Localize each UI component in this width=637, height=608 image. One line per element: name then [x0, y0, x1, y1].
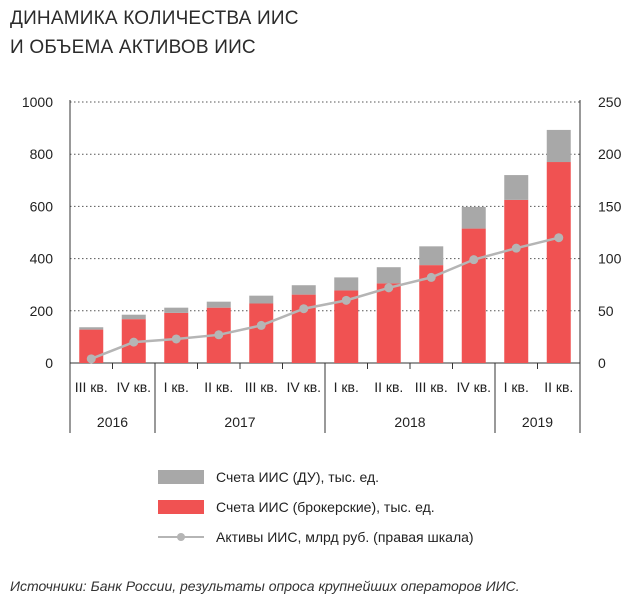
- x-tick-label: I кв.: [164, 379, 189, 395]
- bar-du: [461, 206, 486, 229]
- legend-item-assets: Активы ИИС, млрд руб. (правая шкала): [158, 522, 474, 552]
- chart-plot: 0 200 400 600 800 1000 0 50 100 150 200 250 III кв. I…: [22, 94, 622, 433]
- bar-du: [79, 327, 104, 330]
- bar-du: [249, 295, 274, 304]
- x-year-label: 2016: [97, 414, 128, 430]
- y-right-tick-label: 50: [598, 303, 614, 319]
- bar-du: [504, 175, 529, 200]
- chart-source-note: Источники: Банк России, результаты опрос…: [10, 578, 520, 594]
- x-tick-label: IV кв.: [456, 379, 491, 395]
- bar-brokerage: [376, 283, 401, 363]
- x-year-label: 2019: [522, 414, 553, 430]
- point-assets: [256, 320, 266, 330]
- x-tick-label: II кв.: [544, 379, 573, 395]
- point-assets: [341, 295, 351, 305]
- line-assets: [90, 236, 560, 360]
- point-assets: [469, 255, 479, 265]
- bar-du: [121, 314, 146, 320]
- bar-du: [419, 246, 444, 266]
- bar-brokerage: [461, 228, 486, 363]
- x-tick-label: IV кв.: [116, 379, 151, 395]
- legend-swatch-du: [158, 470, 204, 484]
- y-right-tick-label: 0: [598, 355, 606, 371]
- point-assets: [554, 233, 564, 243]
- legend-label-brokerage: Счета ИИС (брокерские), тыс. ед.: [216, 499, 435, 515]
- bar-du: [206, 301, 231, 308]
- bar-du: [291, 285, 316, 295]
- point-assets: [86, 354, 96, 364]
- chart-title-line-1: ДИНАМИКА КОЛИЧЕСТВА ИИС: [10, 8, 299, 29]
- y-right-tick-label: 250: [598, 94, 622, 110]
- point-assets: [214, 330, 224, 340]
- point-assets: [384, 283, 394, 293]
- bar-du: [546, 129, 571, 163]
- bar-brokerage: [249, 303, 274, 363]
- legend-item-brokerage: Счета ИИС (брокерские), тыс. ед.: [158, 492, 474, 522]
- x-tick-label: II кв.: [204, 379, 233, 395]
- x-year-label: 2017: [224, 414, 255, 430]
- x-tick-label: I кв.: [334, 379, 359, 395]
- point-assets: [171, 334, 181, 344]
- x-tick-label: II кв.: [374, 379, 403, 395]
- chart-title-line-2: И ОБЪЕМА АКТИВОВ ИИС: [10, 37, 256, 58]
- bar-du: [376, 267, 401, 284]
- y-right-tick-label: 200: [598, 146, 622, 162]
- y-left-tick-label: 600: [30, 198, 54, 214]
- x-year-label: 2018: [394, 414, 425, 430]
- legend-item-du: Счета ИИС (ДУ), тыс. ед.: [158, 462, 474, 492]
- y-left-tick-label: 800: [30, 146, 54, 162]
- y-left-tick-label: 1000: [22, 94, 53, 110]
- y-right-tick-label: 150: [598, 198, 622, 214]
- x-tick-label: IV кв.: [286, 379, 321, 395]
- y-left-tick-label: 200: [30, 303, 54, 319]
- point-assets: [129, 337, 139, 347]
- legend-swatch-assets: [158, 530, 204, 544]
- legend-swatch-brokerage: [158, 500, 204, 514]
- bar-du: [334, 277, 359, 291]
- chart-legend: Счета ИИС (ДУ), тыс. ед. Счета ИИС (брок…: [158, 462, 474, 552]
- y-left-tick-label: 0: [45, 355, 53, 371]
- x-tick-label: III кв.: [415, 379, 448, 395]
- y-right-tick-label: 100: [598, 251, 622, 267]
- x-tick-label: III кв.: [75, 379, 108, 395]
- x-tick-label: III кв.: [245, 379, 278, 395]
- x-tick-label: I кв.: [504, 379, 529, 395]
- legend-label-du: Счета ИИС (ДУ), тыс. ед.: [216, 469, 380, 485]
- y-left-tick-label: 400: [30, 251, 54, 267]
- bar-brokerage: [504, 199, 529, 363]
- legend-label-assets: Активы ИИС, млрд руб. (правая шкала): [216, 529, 474, 545]
- chart-title: ДИНАМИКА КОЛИЧЕСТВА ИИС И ОБЪЕМА АКТИВОВ…: [10, 4, 299, 62]
- point-assets: [299, 304, 309, 314]
- bar-brokerage: [546, 162, 571, 363]
- point-assets: [426, 272, 436, 282]
- bar-du: [164, 307, 189, 313]
- point-assets: [511, 243, 521, 253]
